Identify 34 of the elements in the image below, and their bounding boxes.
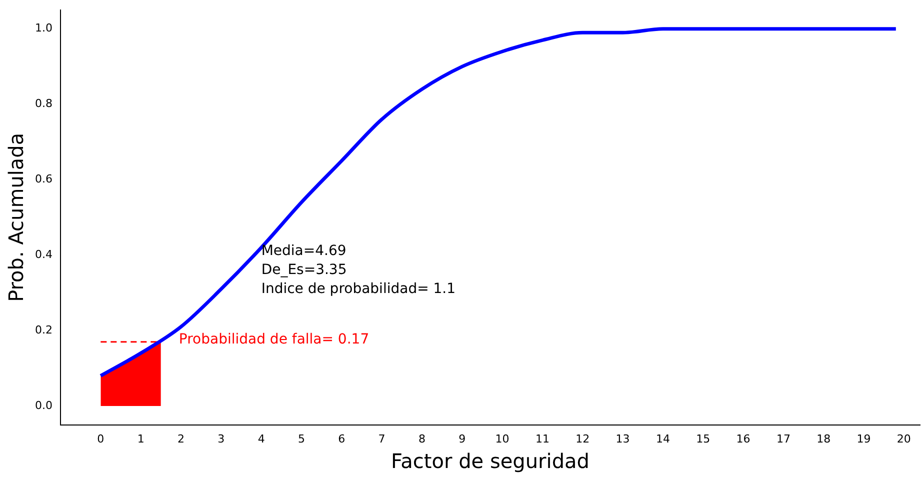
x-tick-label: 11 bbox=[535, 432, 550, 446]
annotation: Probabilidad de falla= 0.17 bbox=[178, 331, 370, 348]
x-tick-label: 6 bbox=[338, 432, 346, 446]
x-tick-label: 17 bbox=[776, 432, 790, 446]
x-tick-label: 19 bbox=[856, 432, 871, 446]
x-tick-label: 15 bbox=[696, 432, 710, 446]
x-tick-label: 16 bbox=[736, 432, 750, 446]
x-tick-label: 5 bbox=[298, 432, 305, 446]
x-tick-label: 18 bbox=[816, 432, 831, 446]
annotation: Media=4.69 bbox=[261, 242, 346, 259]
y-tick-label: 0.6 bbox=[34, 172, 52, 186]
x-tick-label: 20 bbox=[896, 432, 911, 446]
x-tick-label: 10 bbox=[495, 432, 510, 446]
y-tick-label: 0.4 bbox=[34, 248, 52, 261]
y-tick-label: 0.8 bbox=[34, 97, 52, 110]
x-tick-label: 8 bbox=[418, 432, 426, 446]
x-tick-label: 3 bbox=[218, 432, 225, 446]
y-tick-label: 0.2 bbox=[34, 323, 52, 336]
x-tick-label: 7 bbox=[378, 432, 386, 446]
x-tick-label: 9 bbox=[458, 432, 466, 446]
x-tick-label: 1 bbox=[137, 432, 144, 446]
y-tick-label: 0.0 bbox=[34, 398, 52, 412]
x-tick-label: 0 bbox=[97, 432, 104, 446]
annotation: Indice de probabilidad= 1.1 bbox=[261, 280, 456, 297]
x-tick-label: 14 bbox=[656, 432, 670, 446]
annotation: De_Es=3.35 bbox=[261, 262, 347, 278]
line-series bbox=[98, 27, 898, 378]
x-tick-label: 12 bbox=[576, 432, 590, 446]
x-tick-label: 13 bbox=[616, 432, 630, 446]
x-tick-label: 4 bbox=[258, 432, 265, 446]
x-tick-label: 2 bbox=[177, 432, 184, 446]
x-axis-title: Factor de seguridad bbox=[391, 449, 590, 474]
y-axis-title: Prob. Acumulada bbox=[4, 132, 28, 302]
y-tick-label: 1.0 bbox=[34, 22, 52, 35]
